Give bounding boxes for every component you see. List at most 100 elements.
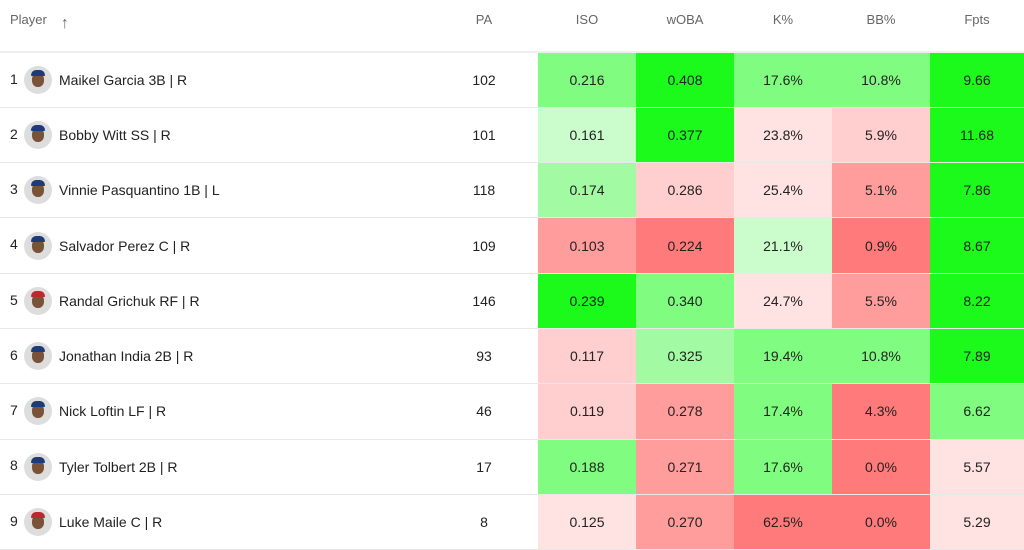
bb-cell: 5.5%: [832, 273, 930, 329]
pa-cell: 93: [430, 328, 538, 385]
player-cell: 6 Jonathan India 2B | R: [0, 328, 430, 385]
player-cell: 2 Bobby Witt SS | R: [0, 107, 430, 164]
pa-cell: 146: [430, 273, 538, 329]
header-row: Player ↑ PA ISO wOBA K% BB% Fpts: [0, 0, 1024, 53]
player-name[interactable]: Tyler Tolbert 2B | R: [59, 458, 178, 475]
fpts-cell: 7.89: [930, 328, 1024, 385]
bb-cell: 10.8%: [832, 328, 930, 385]
k-cell: 23.8%: [734, 107, 832, 164]
pa-cell: 17: [430, 439, 538, 495]
fpts-cell: 11.68: [930, 107, 1024, 164]
player-name[interactable]: Vinnie Pasquantino 1B | L: [59, 182, 220, 199]
rank: 8: [10, 457, 18, 474]
table-row[interactable]: 4 Salvador Perez C | R 109 0.103 0.224 21.1% 0…: [0, 217, 1024, 274]
k-cell: 62.5%: [734, 494, 832, 550]
table-row[interactable]: 3 Vinnie Pasquantino 1B | L 118 0.174 0.286 2…: [0, 162, 1024, 219]
iso-cell: 0.188: [538, 439, 636, 495]
header-player[interactable]: Player ↑: [0, 0, 430, 53]
header-k-pct[interactable]: K%: [734, 0, 832, 53]
fpts-cell: 8.22: [930, 273, 1024, 329]
player-avatar: [24, 508, 52, 537]
player-cell: 8 Tyler Tolbert 2B | R: [0, 439, 430, 495]
fpts-cell: 9.66: [930, 52, 1024, 108]
player-cell: 5 Randal Grichuk RF | R: [0, 273, 430, 329]
bb-cell: 0.0%: [832, 494, 930, 550]
rank: 5: [10, 291, 18, 308]
player-cell: 1 Maikel Garcia 3B | R: [0, 52, 430, 108]
k-cell: 21.1%: [734, 217, 832, 274]
player-avatar: [24, 342, 52, 371]
pa-cell: 46: [430, 383, 538, 440]
rank: 2: [10, 125, 18, 142]
player-name[interactable]: Bobby Witt SS | R: [59, 126, 171, 143]
player-name[interactable]: Luke Maile C | R: [59, 514, 163, 531]
table-row[interactable]: 9 Luke Maile C | R 8 0.125 0.270 62.5% 0.0% 5.2…: [0, 494, 1024, 550]
iso-cell: 0.119: [538, 383, 636, 440]
bb-cell: 0.9%: [832, 217, 930, 274]
table-row[interactable]: 5 Randal Grichuk RF | R 146 0.239 0.340 24.7%…: [0, 273, 1024, 329]
pa-cell: 109: [430, 217, 538, 274]
woba-cell: 0.270: [636, 494, 734, 550]
iso-cell: 0.117: [538, 328, 636, 385]
header-fpts[interactable]: Fpts: [930, 0, 1024, 53]
player-avatar: [24, 231, 52, 260]
bb-cell: 5.1%: [832, 162, 930, 219]
rank: 7: [10, 402, 18, 419]
woba-cell: 0.408: [636, 52, 734, 108]
woba-cell: 0.325: [636, 328, 734, 385]
iso-cell: 0.174: [538, 162, 636, 219]
k-cell: 19.4%: [734, 328, 832, 385]
player-cell: 9 Luke Maile C | R: [0, 494, 430, 550]
player-avatar: [24, 176, 52, 205]
pa-cell: 8: [430, 494, 538, 550]
player-avatar: [24, 120, 52, 149]
player-avatar: [24, 397, 52, 426]
iso-cell: 0.103: [538, 217, 636, 274]
table-row[interactable]: 2 Bobby Witt SS | R 101 0.161 0.377 23.8% 5.9%…: [0, 107, 1024, 164]
header-iso[interactable]: ISO: [538, 0, 636, 53]
fpts-cell: 7.86: [930, 162, 1024, 219]
woba-cell: 0.340: [636, 273, 734, 329]
woba-cell: 0.271: [636, 439, 734, 495]
k-cell: 17.6%: [734, 439, 832, 495]
player-name[interactable]: Jonathan India 2B | R: [59, 348, 194, 365]
fpts-cell: 5.57: [930, 439, 1024, 495]
bb-cell: 10.8%: [832, 52, 930, 108]
table-row[interactable]: 6 Jonathan India 2B | R 93 0.117 0.325 19.4% 1…: [0, 328, 1024, 385]
player-name[interactable]: Randal Grichuk RF | R: [59, 292, 200, 309]
player-name[interactable]: Maikel Garcia 3B | R: [59, 71, 188, 88]
k-cell: 25.4%: [734, 162, 832, 219]
bb-cell: 4.3%: [832, 383, 930, 440]
table-row[interactable]: 7 Nick Loftin LF | R 46 0.119 0.278 17.4% 4.3%…: [0, 383, 1024, 440]
rank: 6: [10, 346, 18, 363]
k-cell: 17.6%: [734, 52, 832, 108]
table-row[interactable]: 1 Maikel Garcia 3B | R 102 0.216 0.408 17.6% 1…: [0, 52, 1024, 108]
woba-cell: 0.286: [636, 162, 734, 219]
rank: 4: [10, 236, 18, 253]
fpts-cell: 5.29: [930, 494, 1024, 550]
player-name[interactable]: Nick Loftin LF | R: [59, 403, 167, 420]
rank: 9: [10, 512, 18, 529]
player-name[interactable]: Salvador Perez C | R: [59, 237, 191, 254]
bb-cell: 5.9%: [832, 107, 930, 164]
sort-ascending-icon[interactable]: ↑: [60, 15, 69, 32]
player-cell: 7 Nick Loftin LF | R: [0, 383, 430, 440]
player-avatar: [24, 286, 52, 315]
pa-cell: 118: [430, 162, 538, 219]
iso-cell: 0.216: [538, 52, 636, 108]
header-woba[interactable]: wOBA: [636, 0, 734, 53]
fpts-cell: 6.62: [930, 383, 1024, 440]
player-avatar: [24, 65, 52, 94]
table-row[interactable]: 8 Tyler Tolbert 2B | R 17 0.188 0.271 17.6% 0.…: [0, 439, 1024, 495]
woba-cell: 0.224: [636, 217, 734, 274]
player-cell: 3 Vinnie Pasquantino 1B | L: [0, 162, 430, 219]
bb-cell: 0.0%: [832, 439, 930, 495]
iso-cell: 0.239: [538, 273, 636, 329]
pa-cell: 101: [430, 107, 538, 164]
header-player-label: Player: [10, 12, 47, 27]
header-pa[interactable]: PA: [430, 0, 538, 53]
player-avatar: [24, 452, 52, 481]
iso-cell: 0.125: [538, 494, 636, 550]
iso-cell: 0.161: [538, 107, 636, 164]
header-bb-pct[interactable]: BB%: [832, 0, 930, 53]
